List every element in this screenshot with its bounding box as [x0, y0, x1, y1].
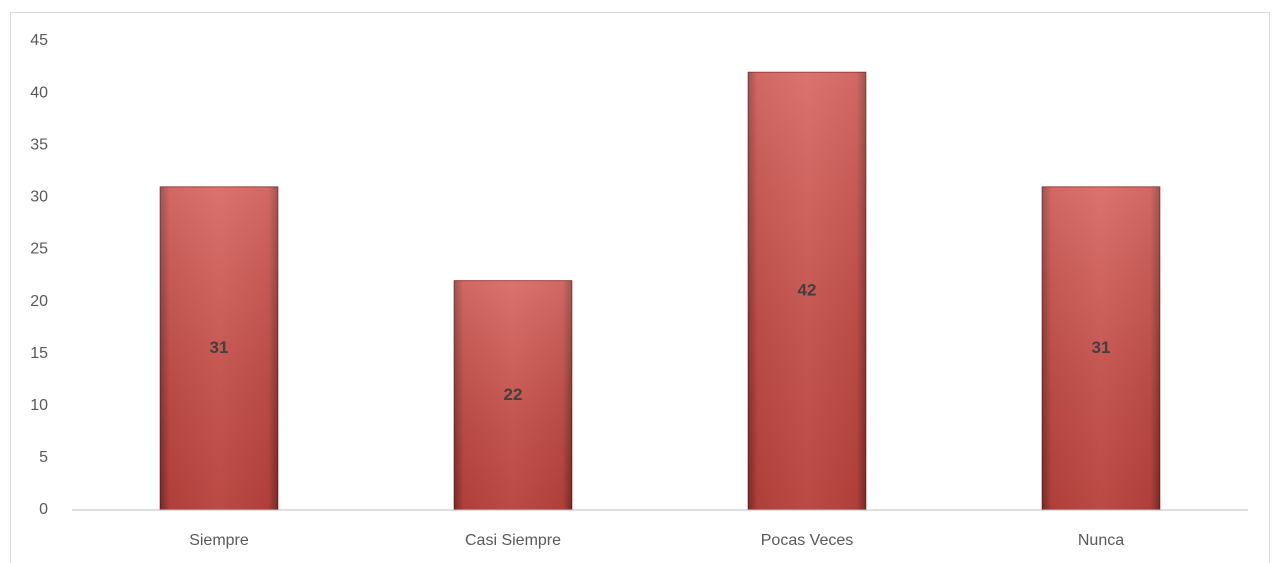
data-label: 42 [798, 281, 817, 300]
bar-shading [454, 280, 572, 510]
y-tick-label: 40 [30, 84, 48, 101]
y-tick-label: 0 [39, 501, 48, 518]
y-tick-label: 10 [30, 397, 48, 414]
y-tick-label: 25 [30, 241, 48, 258]
y-tick-label: 30 [30, 189, 48, 206]
x-tick-label: Casi Siempre [465, 532, 561, 549]
data-label: 22 [504, 385, 523, 404]
bar-shading [748, 72, 866, 511]
bar-shading [160, 186, 278, 510]
x-tick-label: Siempre [189, 532, 249, 549]
chart-frame [10, 12, 1270, 563]
y-tick-label: 20 [30, 293, 48, 310]
y-tick-label: 15 [30, 345, 48, 362]
y-tick-label: 35 [30, 136, 48, 153]
x-tick-label: Pocas Veces [761, 532, 854, 549]
data-label: 31 [210, 338, 229, 357]
y-tick-label: 5 [39, 449, 48, 466]
y-tick-label: 45 [30, 32, 48, 49]
x-tick-label: Nunca [1078, 532, 1124, 549]
data-label: 31 [1092, 338, 1111, 357]
bar-shading [1042, 186, 1160, 510]
